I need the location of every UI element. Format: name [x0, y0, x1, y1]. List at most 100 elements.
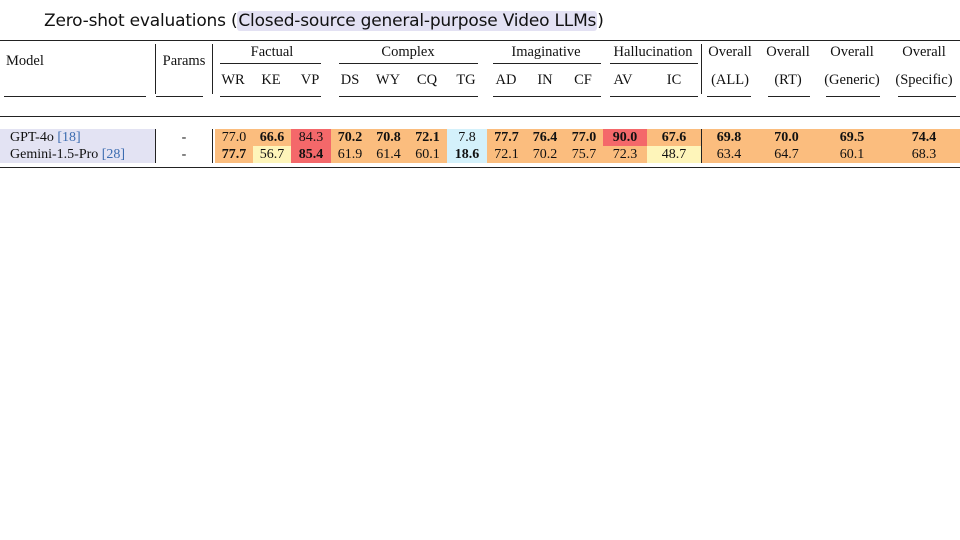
header-overall-all-sub: (ALL) — [711, 72, 749, 88]
header-rule — [707, 96, 751, 97]
score-cell-background — [408, 129, 447, 146]
header-separator — [212, 44, 213, 94]
score-cell-background — [369, 129, 408, 146]
score-cell-background — [526, 129, 564, 146]
score-cell-background — [816, 129, 888, 146]
score-value: 84.3 — [298, 130, 324, 145]
header-overall-generic-sub: (Generic) — [824, 72, 880, 88]
score-value: 72.3 — [612, 147, 638, 162]
score-cell-background — [647, 129, 701, 146]
body-separator — [212, 129, 213, 163]
header-separator — [701, 44, 702, 94]
table-bottom-rule — [0, 167, 960, 168]
results-table: Model Params Factual Complex Imaginative… — [0, 40, 960, 170]
score-cell-background — [757, 129, 816, 146]
score-cell-background — [487, 146, 526, 163]
header-sub-ad: AD — [495, 72, 517, 88]
header-rule — [4, 96, 146, 97]
score-cell-background — [757, 146, 816, 163]
score-value: 90.0 — [612, 130, 638, 145]
score-value: 70.2 — [532, 147, 558, 162]
score-value: 85.4 — [298, 147, 324, 162]
header-sub-wr: WR — [221, 72, 245, 88]
score-cell-background — [408, 146, 447, 163]
header-overall-rt: Overall — [766, 44, 810, 60]
score-value: 60.1 — [839, 147, 865, 162]
score-cell-background — [291, 129, 331, 146]
header-model: Model — [6, 53, 44, 69]
header-rule — [768, 96, 810, 97]
header-sub-av: AV — [613, 72, 633, 88]
score-cell-background — [888, 146, 960, 163]
score-cell-background — [888, 129, 960, 146]
score-value: 75.7 — [571, 147, 597, 162]
header-group-hallucination: Hallucination — [613, 44, 693, 60]
score-cell-background — [253, 129, 291, 146]
header-sub-ke: KE — [261, 72, 281, 88]
model-name: GPT-4o [18] — [10, 129, 81, 146]
header-overall-specific: Overall — [902, 44, 946, 60]
header-overall-all: Overall — [708, 44, 752, 60]
score-cell-background — [369, 146, 408, 163]
header-params: Params — [162, 53, 206, 69]
score-value: 66.6 — [259, 130, 285, 145]
score-cell-background — [291, 146, 331, 163]
header-overall-specific-sub: (Specific) — [895, 72, 953, 88]
score-value: 61.4 — [376, 147, 401, 162]
score-value: 77.0 — [571, 130, 597, 145]
score-value: 69.8 — [716, 130, 742, 145]
header-rule — [220, 96, 321, 97]
header-overall-generic: Overall — [830, 44, 874, 60]
model-cell-background — [0, 146, 155, 163]
score-cell-background — [564, 146, 603, 163]
score-cell-background — [564, 129, 603, 146]
score-value: 63.4 — [716, 147, 742, 162]
header-group-complex: Complex — [381, 44, 435, 60]
body-separator — [701, 129, 702, 163]
score-cell-background — [701, 129, 757, 146]
score-value: 61.9 — [337, 147, 363, 162]
header-sub-cf: CF — [574, 72, 592, 88]
header-rule — [156, 96, 203, 97]
score-value: 77.7 — [494, 130, 519, 145]
citation-link[interactable]: [28] — [101, 147, 126, 162]
score-value: 69.5 — [839, 130, 865, 145]
score-value: 74.4 — [911, 130, 937, 145]
score-value: 70.2 — [337, 130, 363, 145]
score-value: 60.1 — [415, 147, 440, 162]
score-cell-background — [647, 146, 701, 163]
score-cell-background — [701, 146, 757, 163]
group-rule — [220, 63, 321, 64]
score-value: 48.7 — [661, 147, 687, 162]
score-value: 70.0 — [774, 130, 799, 145]
score-cell-background — [331, 146, 369, 163]
table-mid-rule — [0, 116, 960, 117]
score-value: 7.8 — [458, 130, 476, 145]
title-prefix: Zero-shot evaluations ( — [44, 11, 238, 31]
score-cell-background — [603, 146, 647, 163]
score-value: 72.1 — [415, 130, 440, 145]
header-group-factual: Factual — [250, 44, 294, 60]
params-cell-background — [155, 146, 213, 163]
header-sub-tg: TG — [456, 72, 476, 88]
table-top-rule — [0, 40, 960, 41]
slide-title: Zero-shot evaluations (Closed-source gen… — [44, 8, 604, 34]
group-rule — [610, 63, 698, 64]
header-group-imaginative: Imaginative — [511, 44, 581, 60]
score-cell-background — [816, 146, 888, 163]
header-separator — [155, 44, 156, 94]
header-sub-in: IN — [537, 72, 553, 88]
group-rule — [339, 63, 478, 64]
score-value: 68.3 — [911, 147, 937, 162]
params-cell-background — [155, 129, 213, 146]
score-cell-background — [253, 146, 291, 163]
citation-link[interactable]: [18] — [57, 130, 81, 145]
header-rule — [339, 96, 478, 97]
score-value: 72.1 — [494, 147, 519, 162]
score-value: 56.7 — [259, 147, 285, 162]
header-rule — [826, 96, 880, 97]
score-cell-background — [447, 146, 487, 163]
model-label: GPT-4o — [10, 130, 58, 145]
header-sub-wy: WY — [375, 72, 401, 88]
header-rule — [493, 96, 601, 97]
